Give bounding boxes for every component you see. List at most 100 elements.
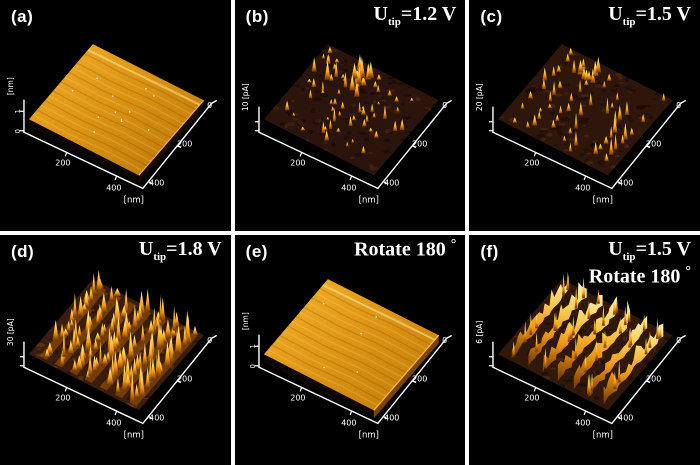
svg-text:[nm]: [nm] xyxy=(593,430,613,440)
current-spikes xyxy=(512,271,664,405)
svg-text:6 [pA]: 6 [pA] xyxy=(475,320,484,343)
surface-top xyxy=(263,44,439,176)
surface-texture xyxy=(32,48,201,172)
svg-text:200: 200 xyxy=(412,139,427,148)
svg-text:0: 0 xyxy=(676,336,681,345)
panel-label: (b) xyxy=(245,7,269,26)
svg-text:200: 200 xyxy=(55,158,70,167)
panel-annotation: Utip=1.2 V xyxy=(374,2,457,29)
annotation-line: Utip=1.2 V xyxy=(373,3,457,28)
surface-plot: 200 400 0 200 400 [nm] 10 [pA] xyxy=(235,0,466,231)
svg-text:400: 400 xyxy=(618,413,633,422)
svg-text:400: 400 xyxy=(341,418,356,427)
panel-annotation: Rotate 180 ° xyxy=(354,237,456,262)
surface-plot: 200 400 0 200 400 [nm] [nm] 1 0 xyxy=(0,0,231,231)
surface-top xyxy=(498,44,674,176)
svg-text:400: 400 xyxy=(384,178,399,187)
svg-text:0: 0 xyxy=(207,336,212,345)
annotation-line: Rotate 180 ° xyxy=(354,236,457,261)
svg-text:400: 400 xyxy=(341,183,356,192)
annotation-line: Utip=1.5 V xyxy=(608,237,691,263)
svg-text:[nm]: [nm] xyxy=(241,312,250,330)
panel-annotation: Utip=1.8 V xyxy=(139,237,222,264)
svg-text:200: 200 xyxy=(525,158,540,167)
current-spikes xyxy=(39,269,198,406)
svg-text:200: 200 xyxy=(177,139,192,148)
surface-sides xyxy=(28,100,204,184)
current-spikes xyxy=(512,47,666,162)
svg-text:400: 400 xyxy=(149,413,164,422)
svg-text:200: 200 xyxy=(646,374,661,383)
svg-text:1: 1 xyxy=(14,109,22,113)
svg-text:[nm]: [nm] xyxy=(6,77,15,95)
panel-annotation: Utip=1.5 V Rotate 180 ° xyxy=(589,237,691,289)
annotation-line: Rotate 180 ° xyxy=(588,263,691,288)
svg-text:[nm]: [nm] xyxy=(358,195,378,205)
svg-text:200: 200 xyxy=(525,393,540,402)
svg-text:400: 400 xyxy=(106,418,121,427)
svg-text:200: 200 xyxy=(55,393,70,402)
svg-text:400: 400 xyxy=(618,178,633,187)
svg-text:1: 1 xyxy=(249,344,257,348)
panel-label: (c) xyxy=(480,7,503,26)
svg-text:10 [pA]: 10 [pA] xyxy=(241,83,250,111)
svg-text:[nm]: [nm] xyxy=(124,430,144,440)
svg-text:0: 0 xyxy=(207,101,212,110)
surface-plot: 200 400 0 200 400 [nm] [nm] 1 0 xyxy=(235,235,466,465)
surface-plot: 200 400 0 200 400 [nm] 20 [pA] xyxy=(469,0,700,231)
panel-e: (e) Rotate 180 ° 200 400 0 200 400 [nm] [nm] 1 0 xyxy=(234,234,466,465)
panel-b: (b) Utip=1.2 V 200 400 0 200 400 [nm] 10 [pA] xyxy=(234,0,466,231)
svg-text:400: 400 xyxy=(576,418,591,427)
panel-c: (c) Utip=1.5 V 200 400 0 200 400 [nm] 20 [pA] xyxy=(469,0,700,231)
panel-annotation: Utip=1.5 V xyxy=(608,2,691,29)
surface-texture xyxy=(267,282,435,406)
annotation-line: Utip=1.8 V xyxy=(138,237,222,263)
annotation-line: Utip=1.5 V xyxy=(608,3,691,28)
svg-text:[nm]: [nm] xyxy=(358,430,378,440)
svg-text:0: 0 xyxy=(442,336,447,345)
svg-text:0: 0 xyxy=(14,129,22,133)
panel-d: (d) Utip=1.8 V 200 400 0 200 400 [nm] 30 [pA] xyxy=(0,234,231,465)
svg-text:200: 200 xyxy=(177,374,192,383)
panel-f: (f) Utip=1.5 V Rotate 180 ° 200 400 0 200 400… xyxy=(469,234,700,465)
surface-sides xyxy=(263,334,439,418)
svg-text:[nm]: [nm] xyxy=(593,195,613,205)
svg-text:200: 200 xyxy=(646,139,661,148)
panel-label: (e) xyxy=(245,241,268,261)
surface-texture xyxy=(272,46,435,171)
surface-plot: 200 400 0 200 400 [nm] 30 [pA] xyxy=(0,235,231,465)
panel-label: (d) xyxy=(11,241,35,261)
panel-a: (a) 200 400 0 200 400 [nm] [nm] 1 0 xyxy=(0,0,231,231)
svg-text:200: 200 xyxy=(290,158,305,167)
svg-text:[nm]: [nm] xyxy=(124,195,144,205)
svg-text:30 [pA]: 30 [pA] xyxy=(6,318,15,346)
svg-text:0: 0 xyxy=(249,364,257,368)
svg-text:400: 400 xyxy=(576,183,591,192)
svg-text:20 [pA]: 20 [pA] xyxy=(475,83,484,111)
panel-label: (f) xyxy=(480,241,499,261)
surface-plot: 200 400 0 200 400 [nm] 6 [pA] xyxy=(469,235,700,465)
panel-label: (a) xyxy=(11,7,34,26)
svg-text:400: 400 xyxy=(106,183,121,192)
svg-text:0: 0 xyxy=(442,101,447,110)
svg-text:400: 400 xyxy=(384,413,399,422)
svg-text:200: 200 xyxy=(412,374,427,383)
surface-top xyxy=(263,278,439,411)
svg-text:0: 0 xyxy=(676,101,681,110)
svg-text:400: 400 xyxy=(149,178,164,187)
surface-top xyxy=(28,44,205,176)
svg-text:200: 200 xyxy=(290,393,305,402)
